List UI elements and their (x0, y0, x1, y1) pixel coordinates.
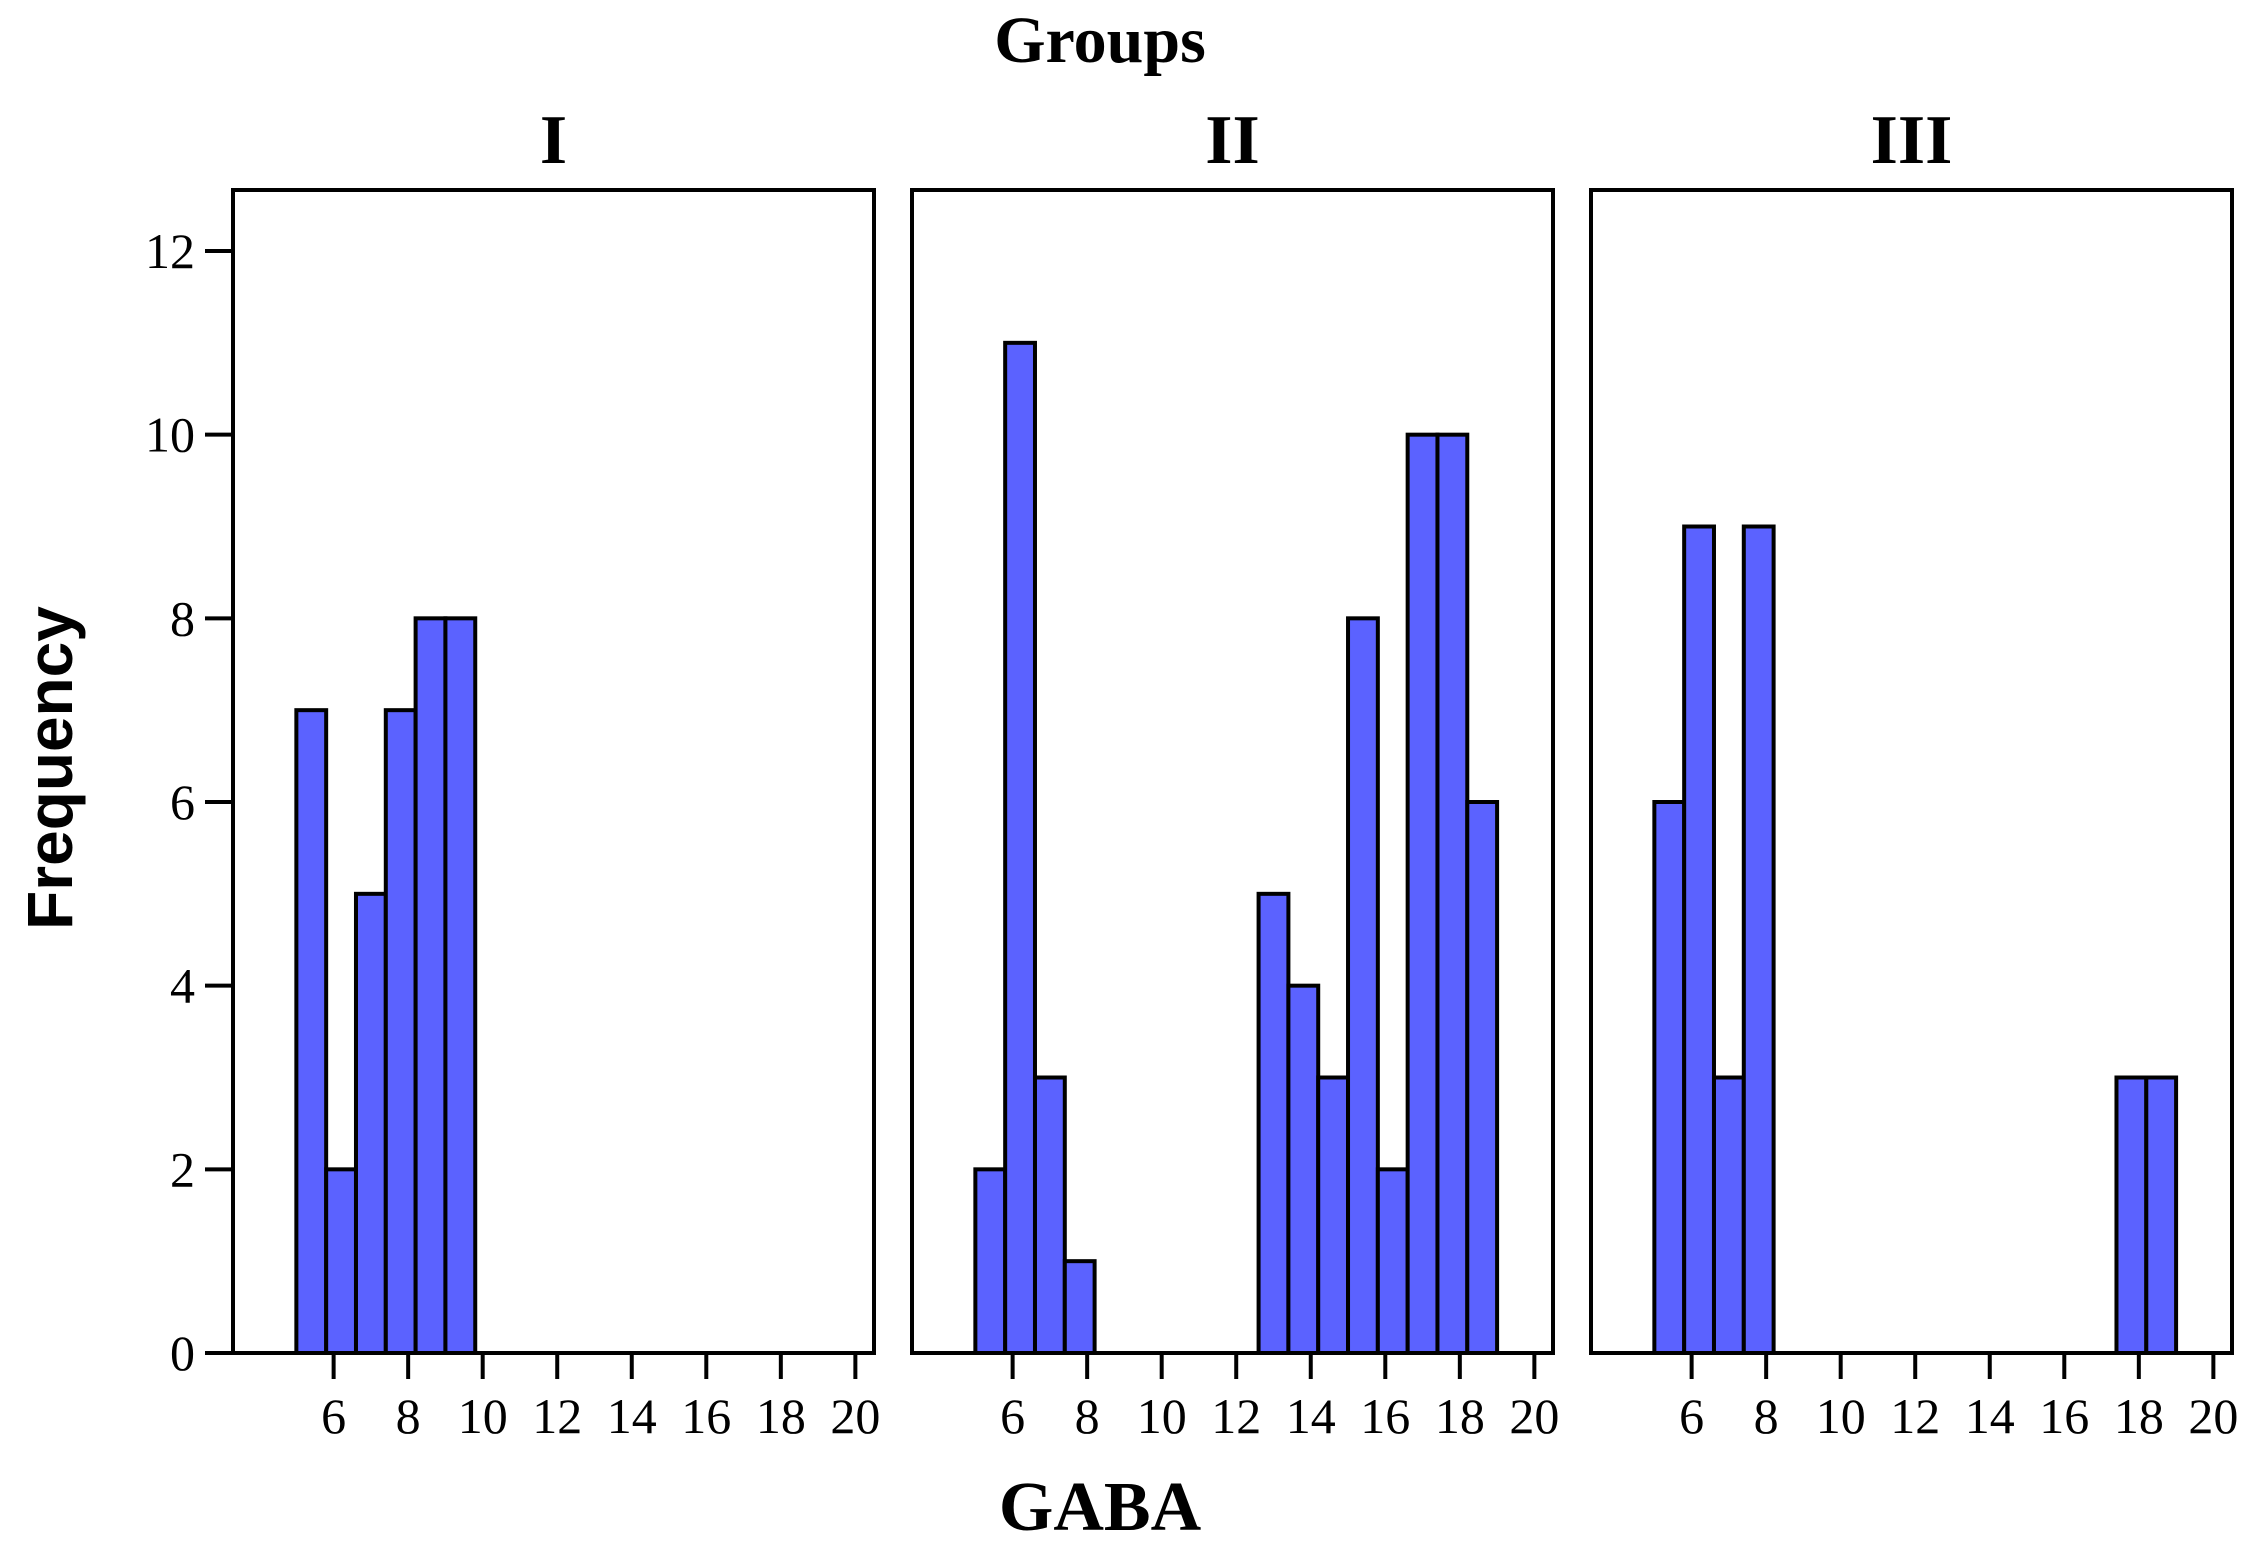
x-axis-label: GABA (999, 1469, 1202, 1546)
histogram-bar (1062, 1259, 1097, 1355)
x-tick-label: 20 (2188, 1388, 2238, 1444)
y-tick-label: 12 (145, 223, 195, 279)
y-axis: 0 2 4 6 8 10 12 (145, 190, 235, 1381)
histogram-bar (294, 708, 329, 1355)
figure-title: Groups (994, 4, 1206, 77)
x-tick-label: 12 (1890, 1388, 1940, 1444)
x-tick-label: 6 (321, 1388, 346, 1444)
panel-title: III (1871, 102, 1953, 179)
x-tick-label: 16 (1360, 1388, 1410, 1444)
x-tick-label: 18 (1435, 1388, 1485, 1444)
histogram-bar (1711, 1075, 1746, 1355)
histogram-bar (1256, 891, 1291, 1355)
histogram-bar (324, 1167, 358, 1356)
x-tick-label: 10 (1137, 1388, 1187, 1444)
x-tick-label: 20 (1509, 1388, 1559, 1444)
histogram-bar (1375, 1167, 1410, 1356)
x-tick-label: 16 (2039, 1388, 2089, 1444)
x-tick-label: 12 (532, 1388, 582, 1444)
x-tick-label: 6 (1000, 1388, 1025, 1444)
histogram-bar (1405, 432, 1440, 1355)
x-tick-label: 8 (396, 1388, 421, 1444)
histogram-bar (2114, 1075, 2149, 1355)
x-tick-label: 16 (681, 1388, 731, 1444)
x-tick-label: 14 (1286, 1388, 1336, 1444)
histogram-bar (1465, 800, 1500, 1355)
x-tick-label: 20 (830, 1388, 880, 1444)
x-tick-label: 14 (607, 1388, 657, 1444)
histogram-bar (1286, 983, 1321, 1356)
y-tick-label: 10 (145, 407, 195, 463)
histogram-bar (1435, 432, 1470, 1355)
x-tick-label: 18 (2114, 1388, 2164, 1444)
x-tick-label: 8 (1754, 1388, 1779, 1444)
histogram-bar (973, 1167, 1008, 1356)
panel-II: II 6 8 10 12 14 16 18 20 (910, 102, 1559, 1444)
histogram-bar (1316, 1075, 1351, 1355)
y-tick-label: 2 (170, 1141, 195, 1197)
panel-title: I (540, 102, 567, 179)
panel-I: I 6 8 10 12 14 16 18 20 (231, 102, 880, 1444)
histogram-bar (443, 616, 478, 1355)
x-tick-label: 6 (1679, 1388, 1704, 1444)
y-tick-label: 6 (170, 774, 195, 830)
x-tick-label: 18 (756, 1388, 806, 1444)
histogram-bar (1741, 524, 1776, 1355)
histogram-bar (413, 616, 448, 1355)
histogram-bar (353, 891, 388, 1355)
histogram-bar (383, 708, 418, 1355)
panel-title: II (1205, 102, 1259, 179)
x-tick-label: 10 (458, 1388, 508, 1444)
histogram-bar (1032, 1075, 1067, 1355)
x-tick-label: 10 (1816, 1388, 1866, 1444)
x-tick-label: 14 (1965, 1388, 2015, 1444)
y-tick-label: 0 (170, 1325, 195, 1381)
x-tick-label: 12 (1211, 1388, 1261, 1444)
histogram-bar (1346, 616, 1380, 1355)
y-tick-label: 4 (170, 958, 195, 1014)
histogram-bar (1682, 524, 1716, 1355)
histogram-bar (1652, 800, 1687, 1355)
histogram-bar (1003, 340, 1037, 1356)
y-axis-label: Frequency (14, 606, 86, 930)
x-tick-label: 8 (1075, 1388, 1100, 1444)
panel-III: III 6 8 10 12 14 16 18 20 (1589, 102, 2238, 1444)
histogram-bar (2144, 1075, 2179, 1355)
y-tick-label: 8 (170, 590, 195, 646)
